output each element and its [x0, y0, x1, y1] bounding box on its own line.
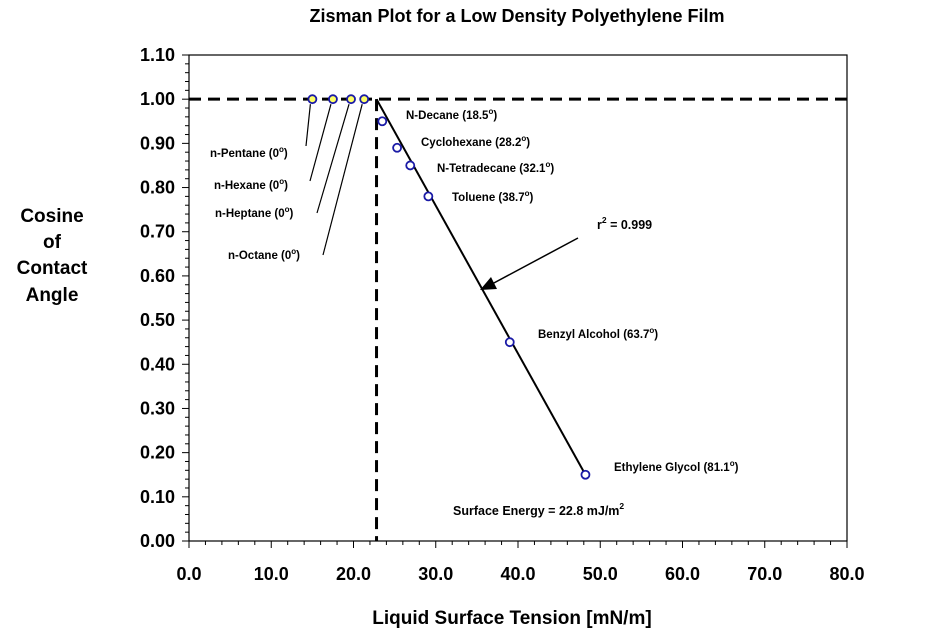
label-toluene: Toluene (38.7o): [452, 189, 534, 204]
y-tick-label: 0.20: [140, 443, 175, 463]
plot-frame: [188, 54, 848, 542]
y-axis-title-line-1: Cosine: [20, 206, 83, 227]
y-tick-label: 1.10: [140, 45, 175, 65]
data-point-benzyl-alcohol: [504, 337, 515, 348]
leader-line: [305, 104, 311, 147]
leader-line: [309, 104, 332, 182]
y-tick-label: 0.60: [140, 266, 175, 286]
fit-line: [375, 98, 587, 476]
plot-area-border: [188, 54, 848, 542]
chart-title: Zisman Plot for a Low Density Polyethyle…: [309, 6, 724, 26]
data-point-n-pentane: [307, 94, 318, 105]
y-axis-title-line-2: of: [43, 232, 62, 253]
x-tick-label: 20.0: [336, 564, 371, 584]
y-tick-label: 0.70: [140, 222, 175, 242]
data-point-toluene: [423, 191, 434, 202]
x-axis-title: Liquid Surface Tension [mN/m]: [372, 608, 651, 629]
y-tick-label: 0.30: [140, 398, 175, 418]
r-squared-arrow: [480, 237, 579, 290]
data-point-n-tetradecane: [405, 160, 416, 171]
leader-line: [316, 104, 350, 214]
point-labels: n-Pentane (0o) n-Hexane (0o) n-Heptane (…: [210, 107, 739, 474]
r-squared-arrow-shaft: [491, 237, 579, 285]
x-tick-label: 70.0: [747, 564, 782, 584]
data-point-ethylene-glycol: [580, 469, 591, 480]
y-tick-label: 1.00: [140, 89, 175, 109]
x-tick-label: 30.0: [418, 564, 453, 584]
x-tick-label: 80.0: [829, 564, 864, 584]
label-ethylene-glycol: Ethylene Glycol (81.1o): [614, 459, 739, 474]
y-tick-label: 0.40: [140, 354, 175, 374]
surface-energy-annotation: Surface Energy = 22.8 mJ/m2: [453, 501, 624, 518]
y-axis-title-line-3: Contact: [17, 258, 88, 279]
data-point-n-octane: [359, 94, 370, 105]
x-tick-label: 50.0: [583, 564, 618, 584]
data-point-n-hexane: [328, 94, 338, 105]
label-n-hexane: n-Hexane (0o): [214, 177, 288, 192]
data-point-n-decane: [377, 116, 388, 127]
y-tick-label: 0.80: [140, 178, 175, 198]
x-tick-label: 60.0: [665, 564, 700, 584]
r-squared-arrowhead: [480, 277, 497, 290]
data-point-n-heptane: [346, 94, 356, 105]
y-axis-title: Cosine of Contact Angle: [17, 206, 88, 306]
label-n-tetradecane: N-Tetradecane (32.1o): [437, 160, 554, 175]
data-points: [307, 94, 591, 480]
y-tick-label: 0.90: [140, 133, 175, 153]
x-axis-ticks: 0.0 10.0 20.0 30.0 40.0 50.0 60.0 70.0 80.0: [176, 541, 865, 584]
y-tick-label: 0.10: [140, 487, 175, 507]
x-tick-label: 0.0: [176, 564, 201, 584]
y-tick-label: 0.50: [140, 310, 175, 330]
label-n-heptane: n-Heptane (0o): [215, 205, 294, 220]
y-axis-ticks: 0.00 0.10 0.20 0.30 0.40 0.50 0.60 0.70 0.80 0.90…: [140, 45, 189, 551]
reference-lines: [189, 97, 847, 541]
label-n-octane: n-Octane (0o): [228, 247, 300, 262]
label-leader-lines: [305, 104, 363, 256]
x-tick-label: 10.0: [254, 564, 289, 584]
label-benzyl-alcohol: Benzyl Alcohol (63.7o): [538, 326, 658, 341]
data-point-cyclohexane: [392, 142, 402, 153]
r-squared-annotation: r2 = 0.999: [597, 215, 652, 232]
label-cyclohexane: Cyclohexane (28.2o): [421, 134, 530, 149]
fit-line-group: [375, 98, 587, 476]
x-tick-label: 40.0: [500, 564, 535, 584]
leader-line: [322, 104, 363, 256]
label-n-pentane: n-Pentane (0o): [210, 145, 288, 160]
y-axis-title-line-4: Angle: [26, 285, 79, 306]
y-tick-label: 0.00: [140, 531, 175, 551]
label-n-decane: N-Decane (18.5o): [406, 107, 497, 122]
